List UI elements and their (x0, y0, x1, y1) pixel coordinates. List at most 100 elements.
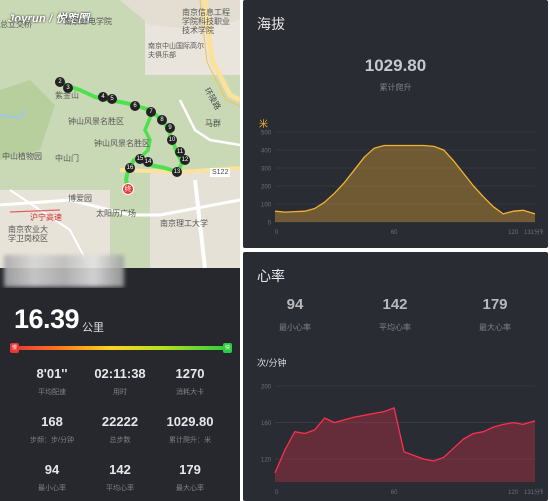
y-tick-label: 200 (261, 385, 272, 391)
stat-label: 平均心率 (106, 485, 134, 492)
elevation-card: 海拔 1029.80 累计爬升 米 500 400 300 200 100 0 0 60 120… (243, 0, 548, 248)
hr-value: 94 (286, 296, 304, 313)
km-marker: 2 (55, 77, 65, 87)
map-label: 马群 (205, 119, 221, 128)
stat-value: 22222 (101, 414, 139, 429)
km-marker: 3 (63, 83, 73, 93)
km-marker: 8 (157, 115, 167, 125)
hr-max: 179 最大心率 (445, 296, 545, 333)
charts-panel: 海拔 1029.80 累计爬升 米 500 400 300 200 100 0 0 60 120… (243, 0, 550, 501)
heart-rate-title: 心率 (257, 268, 285, 284)
speed-slow-label: 慢 (10, 343, 19, 353)
speed-fast-label: 快 (223, 343, 232, 353)
x-tick-label: 0 (275, 490, 279, 496)
map-label: 钟山风景名胜区 (68, 117, 124, 126)
map-label: 紫金山 (55, 91, 79, 100)
map-label: 中山植物园 (2, 152, 42, 161)
stat-value: 94 (44, 462, 60, 477)
stat-label: 消耗大卡 (176, 389, 204, 396)
y-tick-label: 0 (268, 221, 272, 227)
series-area (275, 145, 535, 222)
y-tick-label: 200 (261, 185, 272, 191)
km-marker: 13 (172, 167, 182, 177)
stat-min-hr: 94 最小心率 (14, 462, 90, 493)
series-area (275, 407, 535, 482)
km-marker: 14 (143, 157, 153, 167)
distance-unit: 公里 (82, 322, 104, 334)
summary-card: 16.39 公里 慢 快 8'01'' 平均配速 02:11:38 用时 127… (0, 288, 240, 501)
km-marker: 5 (107, 94, 117, 104)
series-line (274, 407, 536, 474)
series-line (274, 144, 536, 215)
stat-value: 1270 (175, 366, 205, 381)
map-label: 南京信息工程 学院科技职业 技术学院 (182, 8, 230, 35)
y-tick-label: 100 (261, 203, 272, 209)
stat-label: 用时 (113, 389, 127, 396)
y-tick-label: 120 (261, 458, 272, 464)
map-label: 南京农业大 学卫岗校区 (8, 225, 48, 243)
km-marker: 7 (146, 107, 156, 117)
km-marker: 15 (135, 154, 145, 164)
map-label: 中山门 (55, 154, 79, 163)
map-label: 沪宁高速 (30, 213, 62, 222)
speed-gradient-bar (14, 346, 228, 350)
map-label: 钟山风景名胜区 (94, 139, 150, 148)
total-climb-label: 累计爬升 (379, 83, 412, 92)
stat-value: 1029.80 (166, 414, 214, 429)
km-marker: 12 (180, 155, 190, 165)
stat-label: 最小心率 (38, 485, 66, 492)
elevation-unit: 米 (259, 119, 269, 129)
x-tick-label: 131分钟 (524, 228, 543, 236)
x-tick-label: 131分钟 (524, 488, 543, 496)
distance-value: 16.39 (14, 304, 80, 334)
stat-label: 平均配速 (38, 389, 66, 396)
x-tick-label: 120 (508, 490, 519, 496)
elevation-title: 海拔 (257, 16, 285, 32)
stat-value: 02:11:38 (94, 366, 146, 381)
y-tick-label: 300 (261, 167, 272, 173)
stat-value: 142 (109, 462, 131, 477)
stat-avg-hr: 142 平均心率 (82, 462, 158, 493)
stat-value: 8'01'' (36, 366, 68, 381)
map-label: 博爱园 (68, 194, 92, 203)
hr-label: 平均心率 (379, 323, 411, 332)
km-marker: 4 (98, 92, 108, 102)
stat-value: 168 (41, 414, 63, 429)
map-label: 总立交桥 (0, 20, 32, 29)
hr-value: 179 (482, 296, 508, 313)
km-marker: 16 (125, 163, 135, 173)
stat-avg-pace: 8'01'' 平均配速 (14, 366, 90, 397)
km-marker: 10 (167, 135, 177, 145)
stat-value: 179 (179, 462, 201, 477)
hr-label: 最小心率 (279, 323, 311, 332)
map-label: 太阳历广场 (96, 209, 136, 218)
hr-value: 142 (382, 296, 408, 313)
stat-elevation-gain: 1029.80 累计爬升：米 (152, 414, 228, 445)
heart-rate-chart[interactable]: 200 160 120 0 60 120 131分钟 (251, 378, 543, 497)
x-tick-label: 0 (275, 230, 279, 236)
x-tick-label: 120 (508, 230, 519, 236)
map-label: 南京理工大学 (160, 219, 208, 228)
route-map[interactable]: Joyrun / 悦跑圈 总立交桥 南京邮电学院 南京信息工程 学院科技职业 技… (0, 0, 240, 268)
stat-label: 步频：步/分钟 (30, 437, 74, 444)
stat-duration: 02:11:38 用时 (82, 366, 158, 397)
heart-rate-card: 心率 94 最小心率 142 平均心率 179 最大心率 次/分钟 200 160… (243, 252, 548, 501)
heart-rate-unit: 次/分钟 (257, 358, 287, 368)
y-tick-label: 500 (261, 131, 272, 137)
hr-min: 94 最小心率 (245, 296, 345, 333)
map-canvas (0, 0, 240, 268)
map-label: S122 (210, 168, 231, 177)
km-marker: 9 (165, 123, 175, 133)
y-tick-label: 160 (261, 421, 272, 427)
avatar (4, 255, 124, 287)
stat-label: 累计爬升：米 (169, 437, 211, 444)
elevation-chart[interactable]: 500 400 300 200 100 00 60 120 131分钟 (251, 128, 543, 237)
stat-label: 总步数 (109, 437, 131, 444)
run-summary-panel: Joyrun / 悦跑圈 总立交桥 南京邮电学院 南京信息工程 学院科技职业 技… (0, 0, 240, 501)
app-brand: Joyrun / 悦跑圈 (8, 13, 90, 25)
km-marker: 11 (175, 147, 185, 157)
hr-avg: 142 平均心率 (345, 296, 445, 333)
hr-label: 最大心率 (479, 323, 511, 332)
stat-calories: 1270 消耗大卡 (152, 366, 228, 397)
finish-marker: 终 (122, 183, 134, 195)
